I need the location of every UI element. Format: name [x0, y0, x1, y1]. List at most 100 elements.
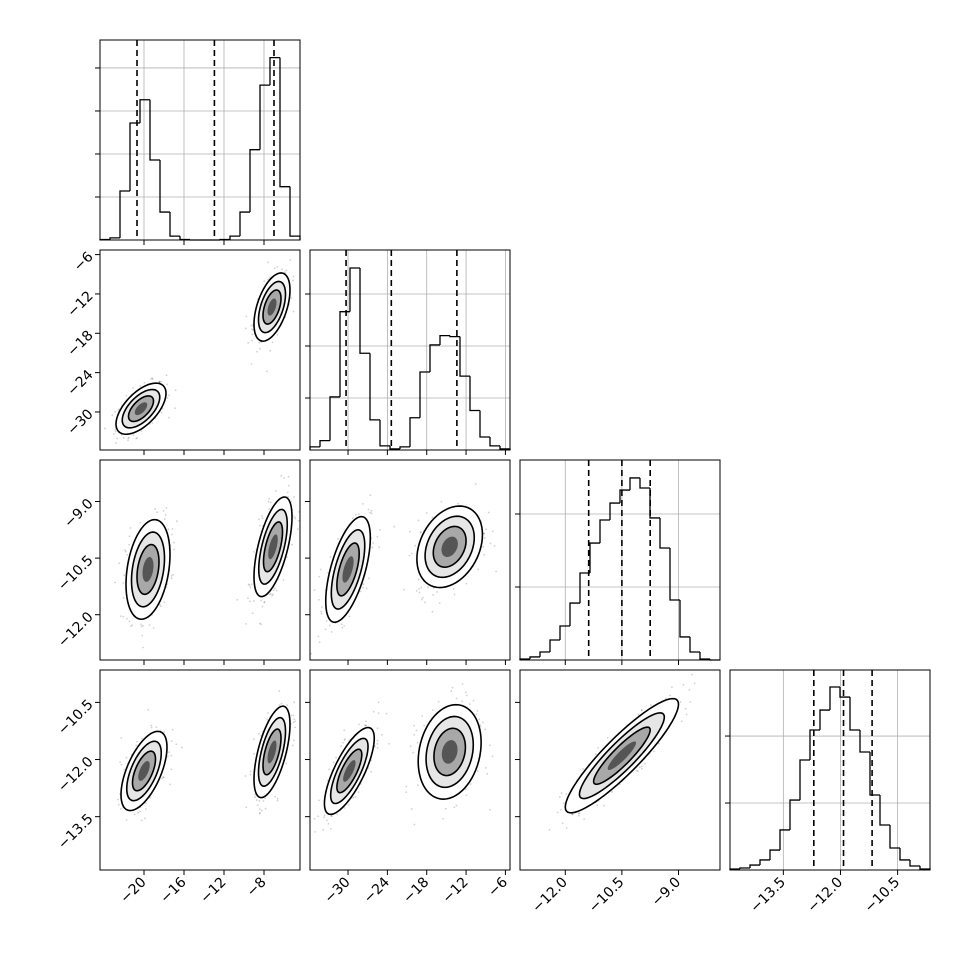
- sample-point: [275, 589, 278, 592]
- sample-point: [476, 710, 479, 712]
- sample-point: [273, 267, 276, 270]
- sample-point: [436, 590, 439, 593]
- sample-point: [296, 528, 299, 531]
- sample-point: [464, 788, 467, 791]
- sample-point: [419, 531, 422, 533]
- panel-frame: [99, 669, 301, 871]
- density-panel: [313, 682, 494, 833]
- sample-point: [565, 826, 568, 829]
- sample-point: [414, 544, 417, 547]
- histogram-bin: [489, 436, 500, 447]
- sample-point: [145, 808, 147, 810]
- histogram-panel: [515, 459, 721, 661]
- histogram-panel: [95, 39, 301, 241]
- sample-point: [274, 490, 277, 492]
- sample-point: [282, 477, 285, 479]
- sample-point: [171, 533, 173, 536]
- sample-point: [640, 709, 643, 712]
- sample-point: [120, 763, 123, 766]
- sample-point: [259, 812, 261, 814]
- sample-point: [372, 710, 375, 713]
- sample-point: [409, 530, 411, 533]
- sample-point: [418, 587, 421, 590]
- sample-point: [261, 605, 264, 608]
- histogram-bin: [689, 636, 700, 653]
- sample-point: [158, 381, 161, 383]
- x-tick-label: −12: [440, 874, 472, 906]
- sample-point: [264, 807, 267, 810]
- sample-point: [260, 599, 262, 602]
- histogram-bin: [789, 799, 800, 830]
- sample-point: [156, 511, 159, 514]
- sample-point: [258, 799, 261, 802]
- density-contour: [134, 402, 148, 416]
- panel-frame: [309, 249, 511, 451]
- sample-point: [287, 475, 290, 478]
- sample-point: [259, 622, 261, 625]
- sample-point: [641, 767, 643, 770]
- sample-point: [162, 776, 165, 779]
- sample-point: [347, 804, 350, 806]
- sample-point: [122, 615, 125, 618]
- density-panel: [114, 475, 300, 649]
- sample-point: [571, 813, 574, 816]
- sample-point: [166, 383, 168, 386]
- sample-point: [245, 806, 248, 809]
- histogram-bin: [819, 709, 830, 731]
- sample-point: [291, 543, 293, 546]
- histogram-bin: [529, 656, 540, 659]
- sample-point: [479, 725, 482, 728]
- histogram-bin: [739, 867, 750, 870]
- sample-point: [245, 315, 248, 318]
- histogram-bin: [139, 99, 150, 124]
- histogram-bin: [499, 445, 511, 450]
- sample-point: [256, 804, 259, 807]
- sample-point: [479, 724, 482, 726]
- sample-point: [292, 310, 295, 313]
- y-tick-label: −12: [64, 288, 96, 320]
- sample-point: [132, 387, 135, 389]
- sample-point: [292, 721, 295, 724]
- sample-point: [125, 394, 128, 397]
- panel-frame: [729, 669, 931, 871]
- sample-point: [158, 380, 161, 383]
- sample-point: [482, 532, 485, 535]
- sample-point: [127, 439, 129, 442]
- panel-frame: [99, 459, 301, 661]
- sample-point: [122, 597, 125, 599]
- sample-point: [420, 598, 423, 601]
- sample-point: [689, 701, 692, 703]
- sample-point: [139, 385, 142, 387]
- histogram-bin: [379, 419, 390, 447]
- sample-point: [461, 700, 464, 703]
- sample-point: [369, 511, 371, 514]
- sample-point: [596, 804, 599, 806]
- sample-point: [371, 546, 374, 549]
- sample-point: [140, 625, 143, 628]
- sample-point: [154, 508, 156, 510]
- sample-point: [376, 739, 379, 742]
- sample-point: [259, 347, 261, 350]
- sample-point: [162, 776, 165, 778]
- sample-point: [405, 791, 408, 794]
- density-contour: [138, 761, 150, 781]
- sample-point: [376, 746, 379, 749]
- sample-point: [268, 497, 271, 500]
- histogram-bin: [409, 417, 420, 447]
- sample-point: [320, 606, 323, 608]
- sample-point: [168, 416, 171, 419]
- sample-point: [413, 724, 415, 727]
- y-tick-label: −24: [64, 367, 96, 399]
- sample-point: [273, 587, 276, 590]
- sample-point: [124, 549, 126, 552]
- sample-point: [126, 553, 129, 556]
- sample-point: [320, 610, 322, 613]
- sample-point: [313, 589, 316, 592]
- x-tick-label: −30: [321, 874, 353, 906]
- sample-point: [257, 732, 260, 735]
- sample-point: [474, 483, 477, 485]
- sample-point: [127, 450, 129, 452]
- histogram-bin: [809, 729, 820, 761]
- sample-point: [415, 729, 418, 732]
- sample-point: [380, 733, 383, 736]
